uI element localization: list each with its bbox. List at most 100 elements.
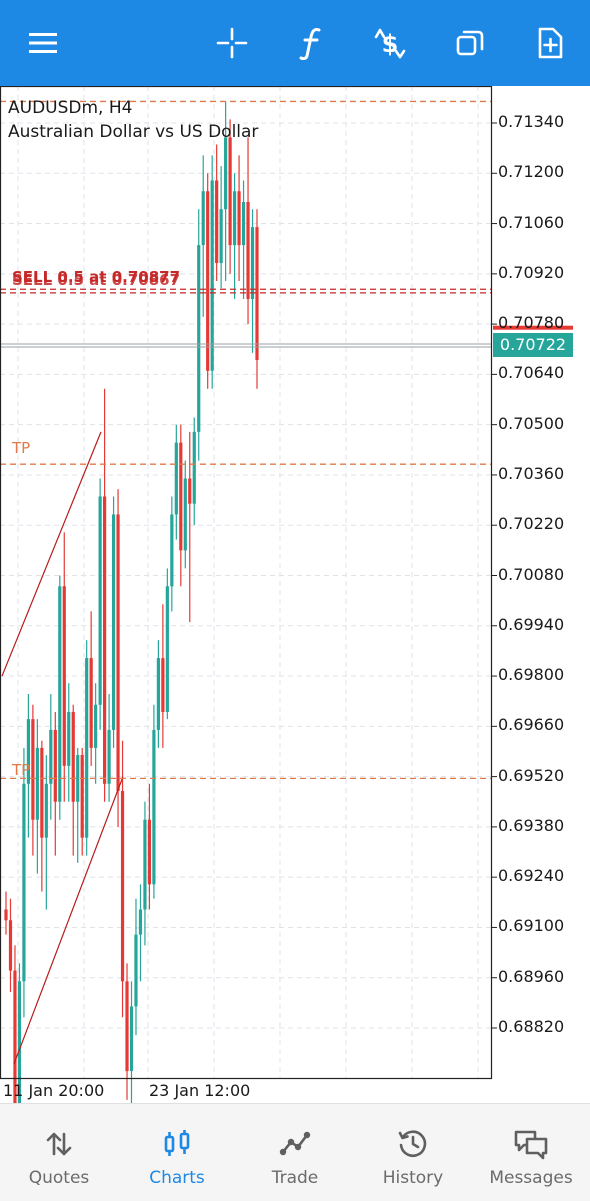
chart-symbol: AUDUSDm, H4 [8,98,133,118]
nav-label: Messages [489,1168,573,1188]
candle-body [67,711,71,766]
new-order-icon[interactable]: $ [370,23,410,63]
nav-label: Trade [271,1168,319,1188]
price-tick-label: 0.70640 [498,363,565,383]
candle-body [85,658,89,838]
trade-icon [279,1128,311,1160]
time-label: 11 Jan 20:00 [3,1081,105,1100]
time-label: 23 Jan 12:00 [149,1081,251,1100]
candle-body [192,431,196,504]
top-toolbar: $ [0,0,590,86]
price-tick-label: 0.69800 [498,665,565,685]
candle-body [89,658,93,748]
price-tick-label: 0.70920 [498,262,565,282]
candle-body [53,729,57,802]
candle-body [49,729,53,784]
plot-frame [0,86,493,1080]
candle-body [170,514,174,587]
nav-messages[interactable]: Messages [472,1104,590,1201]
nav-quotes[interactable]: Quotes [0,1104,118,1201]
price-chart[interactable] [0,86,590,1103]
quotes-icon [45,1128,73,1160]
candle-body [228,137,232,246]
candle-body [98,496,102,705]
candle-body [22,783,26,982]
candle-body [80,755,84,838]
candle-body [143,819,147,910]
price-tick-label: 0.71340 [498,112,565,131]
tp-label-1: TP [12,439,31,457]
candle-body [165,586,169,712]
candle-body [183,478,187,551]
price-tick-label: 0.69660 [498,715,565,735]
candle-body [219,209,223,264]
candle-body [210,180,214,371]
candle-body [201,191,205,246]
candle-body [224,137,228,210]
indicators-icon[interactable] [292,23,332,63]
trend-line [1,431,102,677]
price-tick-label: 0.71200 [498,162,565,182]
nav-label: Quotes [28,1168,90,1188]
candle-body [197,245,201,432]
chart-area[interactable]: AUDUSDm, H4 Australian Dollar vs US Doll… [0,86,590,1103]
candle-body [156,658,160,730]
candle-body [134,934,138,1007]
candle-body [250,227,255,299]
menu-icon[interactable] [23,23,63,63]
candle-body [241,202,246,246]
price-tick-label: 0.69940 [498,614,565,634]
price-tick-label: 0.70780 [498,313,565,333]
price-tick-label: 0.70360 [498,463,565,483]
candle-body [116,514,120,791]
candle-body [35,747,39,820]
candle-body [58,586,62,802]
history-icon [397,1128,429,1160]
candle-body [76,755,80,802]
candle-body [161,658,165,712]
timeframe-icon[interactable] [450,23,490,63]
price-tick-label: 0.68820 [498,1017,565,1036]
candle-body [111,514,116,730]
candle-body [8,920,13,971]
price-tick-label: 0.69380 [498,815,565,835]
nav-charts[interactable]: Charts [118,1104,236,1201]
price-tick-label: 0.70080 [498,564,565,584]
price-tick-label: 0.68960 [498,966,565,986]
messages-icon [513,1128,549,1160]
candle-body [237,191,241,246]
candle-body [147,819,152,885]
tp-label-2: TP [12,761,31,779]
objects-icon[interactable] [530,23,570,63]
nav-history[interactable]: History [354,1104,472,1201]
nav-label: History [382,1168,444,1188]
candle-body [179,442,183,551]
order-label: SELL 0.5 at 0.70877 [12,268,181,286]
candle-body [44,783,48,838]
bottom-navigation: Quotes Charts Trade History Messages [0,1103,590,1201]
candle-body [31,719,35,820]
candle-body [246,202,250,299]
candle-body [94,704,98,748]
nav-trade[interactable]: Trade [236,1104,354,1201]
nav-label: Charts [149,1168,205,1188]
price-tick-label: 0.69100 [498,916,565,936]
price-tick-label: 0.70500 [498,413,565,433]
candle-body [174,442,178,515]
candle-body [138,909,143,935]
candle-body [17,981,22,1103]
chart-description: Australian Dollar vs US Dollar [8,122,259,142]
candle-body [255,227,259,361]
candle-body [120,790,125,982]
candle-body [188,478,192,504]
candle-body [103,496,107,784]
candle-body [62,586,66,766]
candle-body [232,191,237,246]
charts-icon [162,1128,192,1160]
price-tick-label: 0.70220 [498,514,565,534]
candle-body [215,180,219,264]
candle-body [125,981,129,1072]
ask-marker [493,325,573,330]
price-tick-label: 0.69520 [498,765,565,785]
crosshair-icon[interactable] [212,23,252,63]
